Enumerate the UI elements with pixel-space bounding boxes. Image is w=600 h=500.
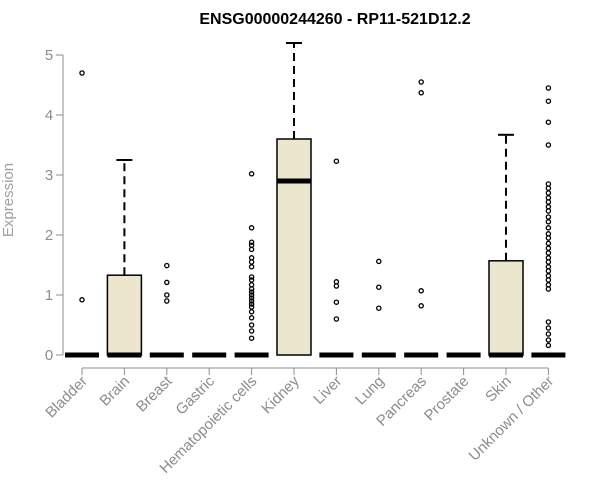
x-tick-label: Liver [310,373,345,408]
outlier-point [333,283,340,289]
outlier-point [164,262,170,269]
outlier-point [248,259,255,265]
x-tick-label: Bladder [42,373,91,422]
y-tick-label: 3 [45,167,53,184]
outlier-point [333,299,340,305]
outlier-point [164,279,170,286]
outlier-point [418,288,424,294]
outlier-point [545,190,552,196]
x-tick-label: Kidney [258,372,303,417]
outlier-point [164,292,170,298]
outlier-point [545,331,552,337]
outlier-point [545,245,552,251]
outlier-point [333,158,340,164]
outlier-point [545,199,552,205]
box-bladder [65,70,99,358]
outlier-point [248,286,255,292]
outlier-point [545,219,552,225]
outlier-point [545,319,552,325]
outlier-point [248,225,255,231]
outlier-point [248,292,255,298]
box-liver [319,158,354,358]
outlier-point [79,297,85,303]
outlier-point [248,304,255,310]
y-axis-label: Expression [0,163,17,237]
x-tick-label: Lung [352,373,388,409]
outlier-point [545,85,552,91]
outlier-point [376,305,382,311]
outlier-point [248,335,255,341]
outlier-point [545,268,552,274]
outlier-point [545,225,552,231]
box-skin [488,133,524,358]
box-rect [488,260,524,356]
outlier-point [545,286,552,292]
box-brain [106,159,143,358]
box-pancreas [404,79,439,358]
x-tick-label: Prostate [421,373,473,425]
x-tick-label: Skin [482,373,515,406]
box-unknown-other [531,85,566,358]
outlier-point [248,322,255,328]
outlier-point [333,316,340,322]
outlier-point [248,295,255,301]
box-rect [106,274,143,356]
y-tick-label: 2 [45,227,53,244]
box-breast [149,262,184,358]
outlier-point [248,274,255,280]
y-axis: 0 1 2 3 4 5 [45,47,64,364]
chart-title: ENSG00000244260 - RP11-521D12.2 [199,11,470,28]
box-lung [361,258,396,358]
outlier-point [545,342,552,349]
outlier-point [545,98,552,104]
outlier-point [376,258,382,265]
box-rect [276,138,312,356]
outlier-point [164,298,170,304]
box-kidney [276,42,312,356]
outlier-point [545,337,552,343]
outlier-point [545,250,552,256]
y-tick-label: 4 [45,107,53,124]
outlier-point [545,214,552,220]
box-hematopoietic-cells [234,171,269,358]
outlier-point [248,315,255,321]
outlier-point [248,309,255,315]
outlier-point [545,119,552,125]
y-tick-label: 1 [45,287,53,304]
x-tick-label: Brain [96,373,133,410]
outlier-point [248,298,255,304]
y-tick-label: 5 [45,47,53,64]
outlier-point [248,289,255,295]
outlier-point [79,70,85,76]
y-tick-label: 0 [45,347,53,364]
outlier-point [545,259,552,265]
outlier-point [418,303,424,309]
outlier-point [418,79,424,85]
outlier-point [248,239,255,245]
outlier-point [248,328,255,334]
outlier-point [545,325,552,331]
x-tick-label: Breast [133,372,176,415]
outlier-point [376,284,382,290]
outlier-point [248,301,255,307]
outlier-point [545,277,552,283]
outlier-point [545,142,552,148]
outlier-point [248,264,255,270]
outlier-point [545,240,552,247]
boxes-group [65,42,566,358]
outlier-point [545,208,552,214]
outlier-point [248,246,255,253]
outlier-point [545,235,552,241]
outlier-point [248,277,255,283]
outlier-point [418,90,424,96]
outlier-point [248,171,255,177]
outlier-point [545,185,552,191]
